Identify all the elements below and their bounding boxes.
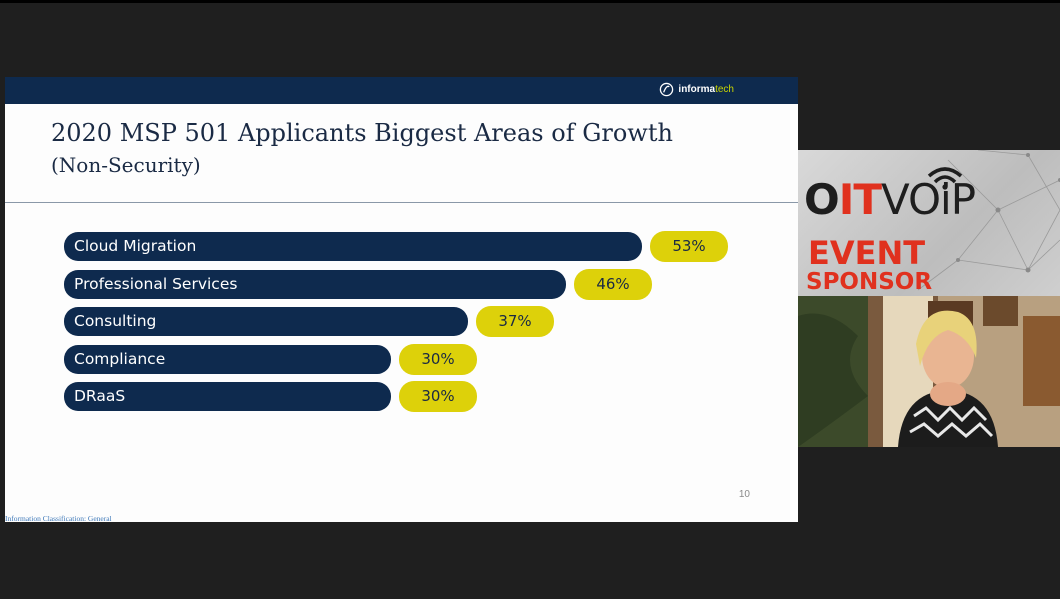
logo-voip: VOiP [881,175,976,224]
logo-accent: tech [715,84,734,95]
informatech-logo: informatech [659,82,734,97]
bar-label-professional-services: Professional Services [74,275,238,293]
slide-subtitle: (Non-Security) [51,153,201,177]
value-pill-draas [399,381,477,412]
logo-it: IT [838,175,882,224]
slide-header-band: informatech [5,77,798,104]
logo-text: informatech [678,84,734,95]
value-label-draas: 30% [421,387,455,405]
network-lines-decoration [917,150,1060,291]
value-pill-compliance [399,344,477,375]
logo-brand: informa [678,84,716,95]
logo-o: O [804,175,840,224]
value-pill-professional-services [574,269,652,300]
value-label-consulting: 37% [498,312,532,330]
value-pill-consulting [476,306,554,337]
bar-professional-services [64,270,566,299]
bar-label-draas: DRaaS [74,387,126,405]
sponsor-banner: OITVOiP EVENT SPONSOR [798,150,1060,296]
presenter-video-frame [798,296,1060,447]
slide-title: 2020 MSP 501 Applicants Biggest Areas of… [51,119,673,147]
title-divider [5,202,798,203]
value-label-compliance: 30% [421,350,455,368]
classification-label: Information Classification: General [5,514,112,522]
informa-circle-icon [660,82,674,97]
bar-compliance [64,345,391,374]
bar-label-consulting: Consulting [74,312,157,330]
event-label: EVENT [808,234,926,272]
sponsor-label: SPONSOR [806,269,933,295]
presenter-video [798,296,1060,447]
bar-label-compliance: Compliance [74,350,166,368]
presentation-slide: informatech 2020 MSP 501 Applicants Bigg… [5,77,798,522]
page-number: 10 [738,489,750,500]
webcam-panel: OITVOiP EVENT SPONSOR [798,150,1060,447]
value-label-cloud-migration: 53% [672,237,706,255]
value-pill-cloud-migration [650,231,728,262]
top-edge [0,0,1060,3]
bar-consulting [64,307,468,336]
bar-label-cloud-migration: Cloud Migration [74,237,197,255]
bar-draas [64,382,391,411]
oitvoip-logo: OITVOiP [804,175,976,224]
value-label-professional-services: 46% [596,275,630,293]
growth-bar-chart: Cloud Migration 53% Professional Services 4… [5,77,798,522]
bar-cloud-migration [64,232,642,261]
wifi-icon [927,167,963,190]
